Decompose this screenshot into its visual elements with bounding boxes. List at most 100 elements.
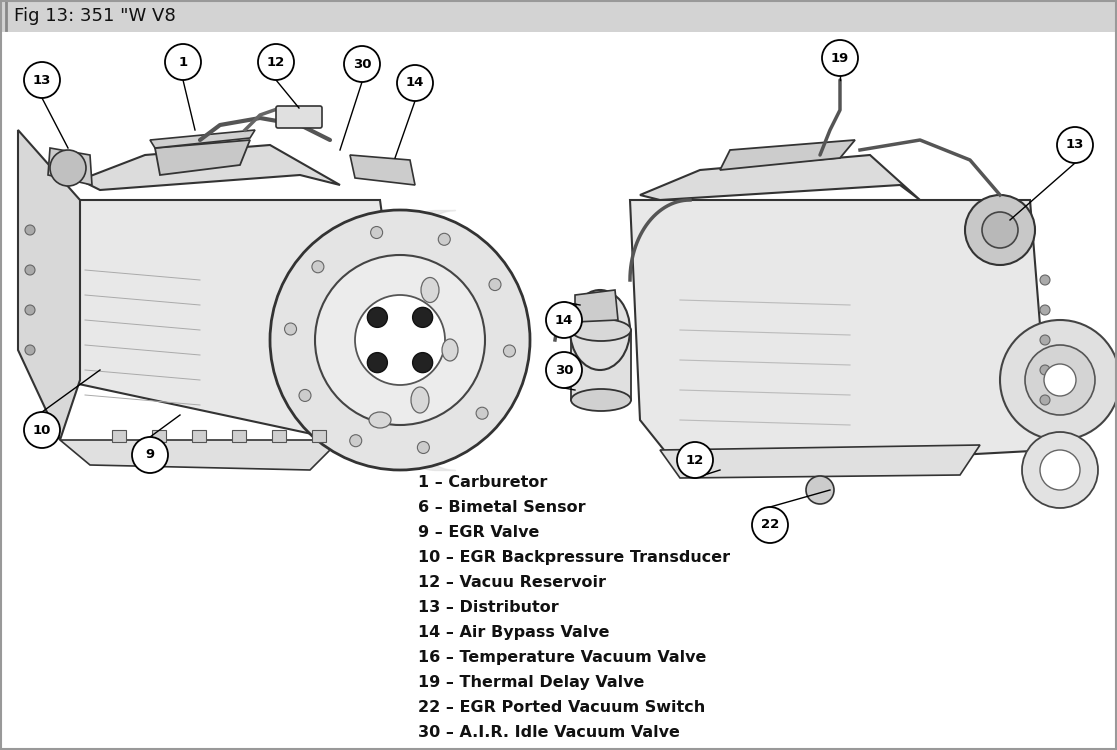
- Text: 14: 14: [405, 76, 424, 89]
- Circle shape: [25, 305, 35, 315]
- Circle shape: [806, 476, 834, 504]
- Text: 9: 9: [145, 448, 154, 461]
- Circle shape: [285, 323, 296, 335]
- Circle shape: [299, 389, 311, 401]
- Circle shape: [412, 308, 432, 327]
- Circle shape: [23, 412, 60, 448]
- Text: 14: 14: [555, 314, 573, 326]
- Bar: [112, 430, 126, 442]
- Bar: [273, 430, 286, 442]
- Circle shape: [546, 352, 582, 388]
- Text: 12: 12: [686, 454, 704, 466]
- Circle shape: [489, 278, 502, 290]
- Circle shape: [1040, 395, 1050, 405]
- Circle shape: [23, 62, 60, 98]
- Text: Fig 13: 351 "W V8: Fig 13: 351 "W V8: [15, 7, 175, 25]
- Ellipse shape: [570, 290, 630, 370]
- Circle shape: [270, 210, 529, 470]
- Text: 13: 13: [32, 74, 51, 86]
- Ellipse shape: [369, 412, 391, 428]
- FancyBboxPatch shape: [276, 106, 322, 128]
- Bar: [152, 430, 166, 442]
- Circle shape: [752, 507, 787, 543]
- Text: 1 – Carburetor: 1 – Carburetor: [418, 475, 547, 490]
- Polygon shape: [60, 440, 340, 470]
- Circle shape: [312, 261, 324, 273]
- Circle shape: [1044, 364, 1076, 396]
- Text: 10 – EGR Backpressure Transducer: 10 – EGR Backpressure Transducer: [418, 550, 731, 565]
- Circle shape: [371, 226, 383, 238]
- Circle shape: [132, 437, 168, 473]
- Bar: [0, 0, 1117, 32]
- Circle shape: [367, 352, 388, 373]
- Circle shape: [165, 44, 201, 80]
- Ellipse shape: [571, 319, 631, 341]
- Circle shape: [258, 44, 294, 80]
- Circle shape: [1040, 335, 1050, 345]
- Text: 30: 30: [555, 364, 573, 376]
- Circle shape: [1022, 432, 1098, 508]
- Circle shape: [1040, 365, 1050, 375]
- Circle shape: [412, 352, 432, 373]
- Circle shape: [315, 255, 485, 425]
- Bar: [232, 430, 246, 442]
- Ellipse shape: [421, 278, 439, 302]
- Ellipse shape: [442, 339, 458, 361]
- Circle shape: [1040, 275, 1050, 285]
- Circle shape: [25, 225, 35, 235]
- Text: 13: 13: [1066, 139, 1085, 152]
- Text: 30 – A.I.R. Idle Vacuum Valve: 30 – A.I.R. Idle Vacuum Valve: [418, 725, 680, 740]
- Text: 1: 1: [179, 56, 188, 68]
- Text: 9 – EGR Valve: 9 – EGR Valve: [418, 525, 540, 540]
- Circle shape: [1025, 345, 1095, 415]
- Text: 6 – Bimetal Sensor: 6 – Bimetal Sensor: [418, 500, 585, 515]
- Polygon shape: [630, 200, 1050, 470]
- Text: 12 – Vacuu Reservoir: 12 – Vacuu Reservoir: [418, 575, 607, 590]
- Circle shape: [344, 46, 380, 82]
- Polygon shape: [575, 290, 618, 322]
- Polygon shape: [60, 200, 410, 440]
- Bar: [192, 430, 206, 442]
- Polygon shape: [640, 155, 920, 200]
- Bar: [571, 330, 631, 400]
- Text: 19: 19: [831, 52, 849, 64]
- Circle shape: [397, 65, 433, 101]
- Circle shape: [25, 265, 35, 275]
- Text: 13 – Distributor: 13 – Distributor: [418, 600, 558, 615]
- Polygon shape: [720, 140, 855, 170]
- Circle shape: [418, 442, 429, 454]
- Text: 30: 30: [353, 58, 371, 70]
- Text: 10: 10: [32, 424, 51, 436]
- Text: 22 – EGR Ported Vacuum Switch: 22 – EGR Ported Vacuum Switch: [418, 700, 705, 715]
- Circle shape: [965, 195, 1035, 265]
- Circle shape: [1057, 127, 1094, 163]
- Circle shape: [367, 308, 388, 327]
- Ellipse shape: [411, 387, 429, 413]
- Circle shape: [982, 212, 1018, 248]
- Circle shape: [1040, 450, 1080, 490]
- Circle shape: [355, 295, 445, 385]
- Bar: [312, 430, 326, 442]
- Circle shape: [438, 233, 450, 245]
- Polygon shape: [660, 445, 980, 478]
- Circle shape: [350, 435, 362, 447]
- Ellipse shape: [571, 389, 631, 411]
- Circle shape: [1040, 305, 1050, 315]
- Text: 14 – Air Bypass Valve: 14 – Air Bypass Valve: [418, 625, 610, 640]
- Polygon shape: [18, 130, 80, 440]
- Circle shape: [50, 150, 86, 186]
- Text: 16 – Temperature Vacuum Valve: 16 – Temperature Vacuum Valve: [418, 650, 706, 665]
- Polygon shape: [150, 130, 255, 148]
- Text: 22: 22: [761, 518, 780, 532]
- Circle shape: [1000, 320, 1117, 440]
- Polygon shape: [80, 145, 340, 190]
- Circle shape: [25, 345, 35, 355]
- Polygon shape: [350, 155, 416, 185]
- Circle shape: [677, 442, 713, 478]
- Circle shape: [822, 40, 858, 76]
- Polygon shape: [48, 148, 92, 185]
- Text: 19 – Thermal Delay Valve: 19 – Thermal Delay Valve: [418, 675, 645, 690]
- Circle shape: [476, 407, 488, 419]
- Text: 12: 12: [267, 56, 285, 68]
- Circle shape: [504, 345, 515, 357]
